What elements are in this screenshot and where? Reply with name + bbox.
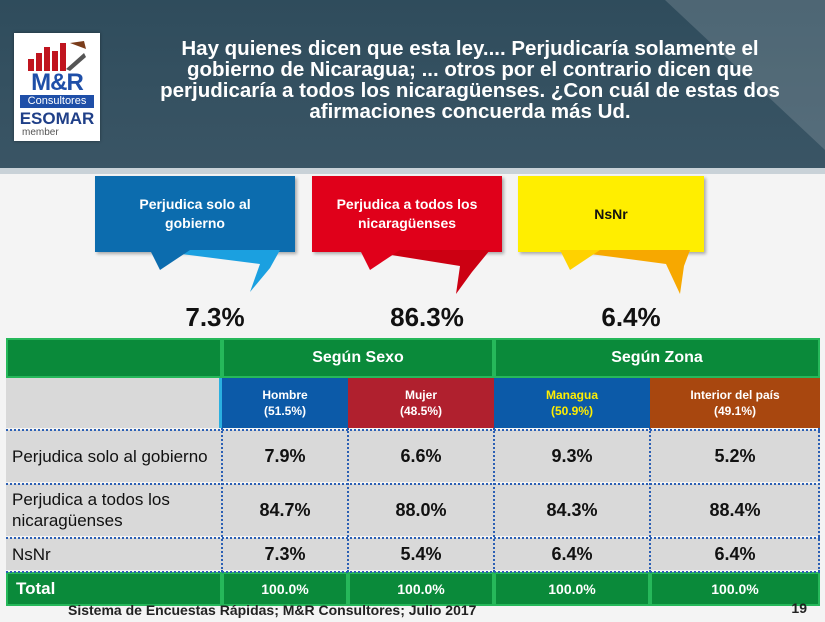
column-header-hombre: Hombre (51.5%)	[222, 378, 348, 428]
table-cell: 84.7%	[222, 484, 348, 536]
logo-subtitle: Consultores	[20, 95, 94, 108]
grid-line	[6, 483, 820, 485]
bubble-tail-blue-icon	[150, 250, 280, 292]
grid-line	[818, 428, 820, 572]
group-header-sexo: Según Sexo	[222, 338, 494, 378]
grid-line	[221, 428, 223, 572]
column-header-managua: Managua (50.9%)	[494, 378, 650, 428]
legend-bubble-gobierno: Perjudica solo al gobierno	[95, 176, 295, 252]
row-label-nsnr: NsNr	[6, 538, 222, 570]
subheader-blank	[6, 378, 222, 428]
column-header-mujer: Mujer (48.5%)	[348, 378, 494, 428]
grid-line	[6, 429, 820, 431]
table-cell: 88.4%	[650, 484, 820, 536]
table-cell: 6.4%	[650, 538, 820, 570]
legend-bubble-todos: Perjudica a todos los nicaragüenses	[312, 176, 502, 252]
table-cell: 100.0%	[348, 572, 494, 606]
logo-brand: M&R	[31, 69, 84, 96]
table-cell: 5.4%	[348, 538, 494, 570]
group-header-zona: Según Zona	[494, 338, 820, 378]
table-corner	[6, 338, 222, 378]
table-cell: 6.4%	[494, 538, 650, 570]
bubble-tail-yellow-icon	[560, 250, 690, 294]
grid-line	[493, 428, 495, 572]
table-cell: 88.0%	[348, 484, 494, 536]
column-share: (50.9%)	[550, 404, 594, 418]
page-title: Hay quienes dicen que esta ley.... Perju…	[160, 37, 780, 123]
row-label-total: Total	[6, 572, 222, 606]
column-name: Managua	[545, 388, 598, 402]
summary-value-todos: 86.3%	[390, 302, 464, 332]
bar-chart-logo-icon	[28, 41, 86, 71]
column-name: Mujer	[404, 388, 437, 402]
page-number: 19	[791, 600, 807, 616]
table-cell: 100.0%	[650, 572, 820, 606]
crosstab-table: Según Sexo Según Zona Hombre (51.5%) Muj…	[6, 338, 820, 608]
column-share: (51.5%)	[263, 404, 307, 418]
grid-line	[347, 428, 349, 572]
bubble-tail-red-icon	[360, 250, 490, 294]
column-header-interior: Interior del país (49.1%)	[650, 378, 820, 428]
table-cell: 100.0%	[494, 572, 650, 606]
table-cell: 7.3%	[222, 538, 348, 570]
grid-line	[6, 537, 820, 539]
summary-value-gobierno: 7.3%	[185, 302, 245, 332]
column-name: Hombre	[262, 388, 308, 402]
grid-line	[649, 428, 651, 572]
row-label-gobierno: Perjudica solo al gobierno	[6, 430, 222, 482]
header-accent	[665, 0, 825, 150]
column-share: (49.1%)	[713, 404, 757, 418]
bubble-label: NsNr	[594, 205, 628, 222]
table-cell: 6.6%	[348, 430, 494, 482]
table-cell: 84.3%	[494, 484, 650, 536]
column-name: Interior del país	[690, 388, 780, 402]
logo-member: member	[22, 127, 59, 138]
company-logo: M&R Consultores ESOMAR member	[14, 33, 100, 141]
table-cell: 5.2%	[650, 430, 820, 482]
header-banner	[0, 0, 825, 170]
header-divider	[0, 168, 825, 174]
column-share: (48.5%)	[399, 404, 443, 418]
table-cell: 7.9%	[222, 430, 348, 482]
table-cell: 9.3%	[494, 430, 650, 482]
summary-value-nsnr: 6.4%	[601, 302, 661, 332]
bubble-label: Perjudica a todos los nicaragüenses	[336, 196, 478, 231]
row-label-todos: Perjudica a todos los nicaragüenses	[6, 484, 222, 536]
grid-line	[6, 571, 820, 573]
source-footer: Sistema de Encuestas Rápidas; M&R Consul…	[68, 602, 477, 618]
logo-org: ESOMAR	[19, 109, 95, 128]
legend-bubble-nsnr: NsNr	[518, 176, 704, 252]
bubble-label: Perjudica solo al gobierno	[139, 196, 251, 231]
table-cell: 100.0%	[222, 572, 348, 606]
